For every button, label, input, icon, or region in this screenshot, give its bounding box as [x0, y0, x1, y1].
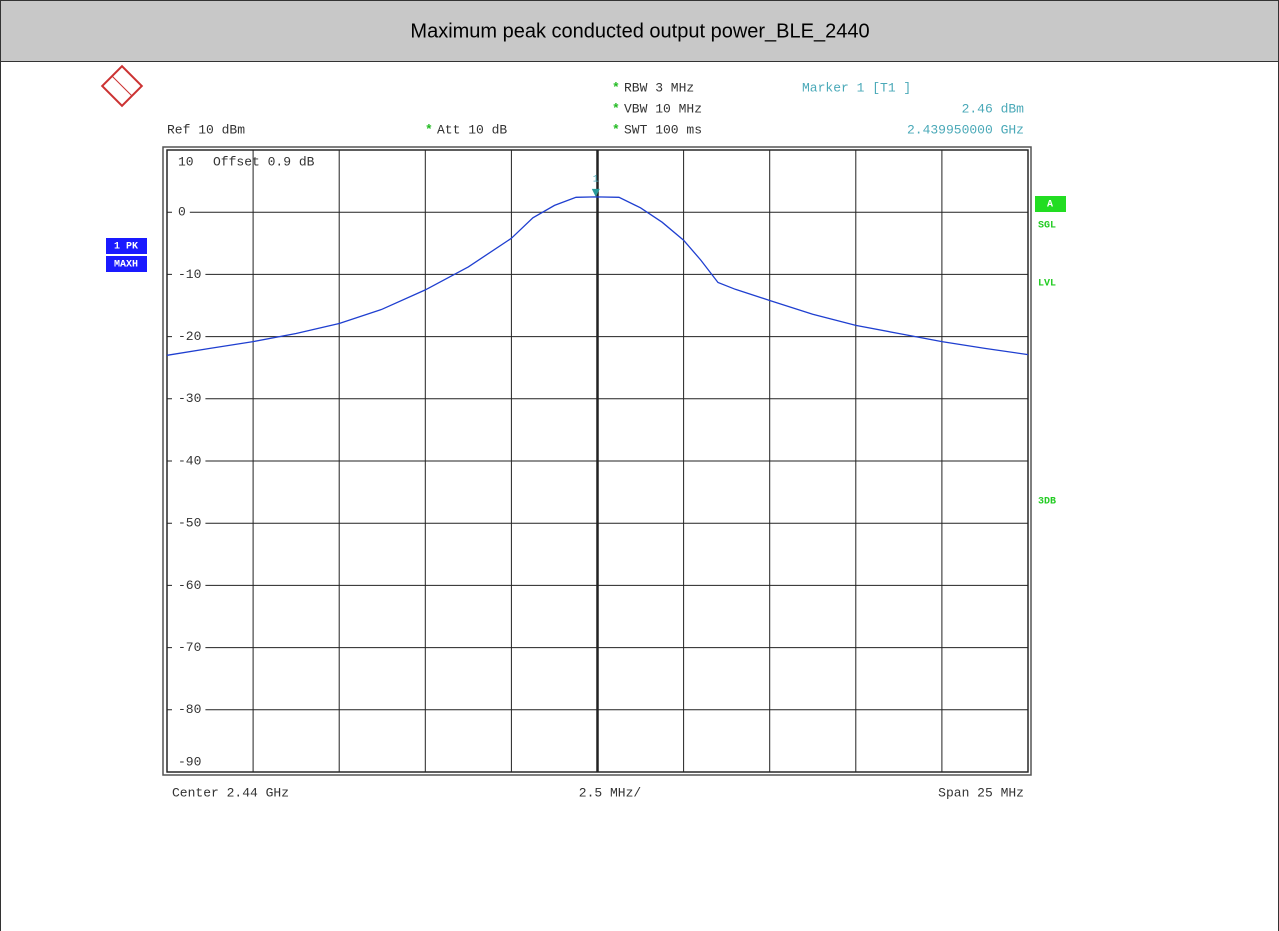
- plot-border: [162, 146, 1032, 776]
- label-bg: [172, 205, 190, 220]
- setting-star: *: [612, 101, 620, 116]
- trace: [166, 196, 1029, 356]
- y-tick-label: 10: [178, 154, 194, 169]
- y-tick-label: -70: [178, 640, 201, 655]
- setting-star: *: [612, 122, 620, 137]
- logo: [100, 64, 144, 108]
- trace-tag: 1 PK: [114, 242, 138, 253]
- label-bg: [172, 391, 206, 406]
- marker-freq: 2.439950000 GHz: [907, 122, 1024, 137]
- y-tick-label: -90: [178, 754, 201, 769]
- tag-box: [106, 256, 147, 272]
- chart-title: Maximum peak conducted output power_BLE_…: [410, 20, 869, 42]
- x-axis-label: 2.5 MHz/: [579, 785, 642, 800]
- y-tick-label: -80: [178, 702, 201, 717]
- setting-star: *: [425, 122, 433, 137]
- label-bg: [172, 578, 206, 593]
- setting-label: RBW 3 MHz: [624, 80, 694, 95]
- label-bg: [172, 454, 206, 468]
- trace-tag: MAXH: [114, 260, 138, 271]
- setting-star: *: [612, 80, 620, 95]
- y-tick-label: -50: [178, 516, 201, 531]
- label-bg: [172, 516, 206, 531]
- label-bg: [172, 267, 206, 282]
- setting-label: Att 10 dB: [437, 122, 507, 137]
- marker: [591, 188, 600, 197]
- y-tick-label: 0: [178, 205, 186, 220]
- y-tick-label: -10: [178, 267, 201, 282]
- offset-label: Offset 0.9 dB: [213, 154, 315, 169]
- marker-value: 2.46 dBm: [962, 101, 1025, 116]
- setting-label: VBW 10 MHz: [624, 101, 702, 116]
- label-bg: [172, 329, 206, 344]
- y-tick-label: -20: [178, 329, 201, 344]
- y-tick-label: -60: [178, 578, 201, 593]
- side-label: A: [1047, 200, 1053, 211]
- y-tick-label: -40: [178, 453, 201, 468]
- ref-label: Ref 10 dBm: [167, 122, 245, 137]
- x-axis-label: Center 2.44 GHz: [172, 785, 289, 800]
- side-label: 3DB: [1038, 497, 1056, 508]
- marker-tag: 1: [593, 175, 599, 186]
- x-axis-label: Span 25 MHz: [938, 785, 1024, 800]
- tag-box: [1035, 196, 1066, 212]
- marker-label: Marker 1 [T1 ]: [802, 80, 911, 95]
- side-label: SGL: [1038, 221, 1056, 232]
- tag-box: [106, 238, 147, 254]
- y-tick-label: -30: [178, 391, 201, 406]
- header: [0, 0, 1279, 62]
- label-bg: [172, 702, 206, 717]
- side-label: LVL: [1038, 279, 1056, 290]
- label-bg: [172, 640, 206, 655]
- setting-label: SWT 100 ms: [624, 122, 702, 137]
